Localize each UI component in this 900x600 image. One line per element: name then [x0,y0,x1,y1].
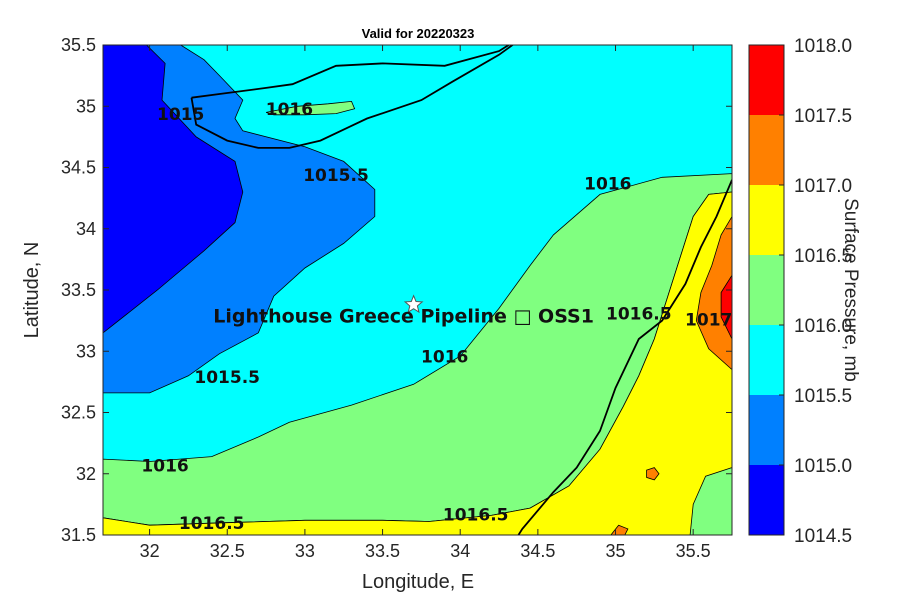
contour-label-5: 1016 [421,347,468,367]
pressure-region-4 [720,274,732,340]
colorbar-bands [749,45,784,536]
y-tick-label-4: 33.5 [61,280,96,300]
contour-label-8: 1016 [141,456,188,476]
colorbar-frame [748,44,785,536]
contour-label-9: 1016.5 [179,514,245,534]
colorbar-band-6 [749,465,784,536]
pressure-region-6 [103,45,244,334]
pressure-region-2 [689,467,732,535]
x-axis-label: Longitude, E [362,571,474,593]
colorbar-tick-label-2: 1017.0 [794,176,852,197]
coastline-0 [190,45,515,149]
y-axis-label: Latitude, N [21,242,43,339]
contour-label-2: 1015.5 [303,166,369,186]
site-marker[interactable] [403,294,424,314]
x-tick-label-1: 32.5 [210,541,245,561]
x-tick-label-7: 35.5 [676,541,711,561]
contour-label-1: 1015 [157,105,204,125]
x-tick-label-6: 35 [606,541,626,561]
colorbar-band-0 [749,45,784,116]
y-axis-ticks: 35.5 35 34.5 34 33.5 33 32.5 32 31.5 [61,35,732,545]
coastline-1 [517,179,732,535]
colorbar-band-2 [749,185,784,256]
x-tick-label-4: 34 [450,541,470,561]
colorbar-ticks: 1018.0 1017.5 1017.0 1016.5 1016.0 1015.5 1015… [779,36,852,547]
colorbar-label: Surface Pressure, mb [840,198,861,382]
x-tick-label-2: 33 [295,541,315,561]
colorbar-band-1 [749,115,784,186]
colorbar: 1018.0 1017.5 1017.0 1016.5 1016.0 1015.5 1015… [748,36,861,547]
colorbar-band-5 [749,395,784,466]
pressure-region-1 [103,191,732,535]
colorbar-tick-label-6: 1015.0 [794,456,852,477]
y-tick-label-2: 34.5 [61,158,96,178]
pressure-region-3 [695,215,732,371]
coastlines [190,45,732,535]
star-icon[interactable] [403,294,424,314]
y-tick-label-5: 33 [76,341,96,361]
y-tick-label-7: 32 [76,464,96,484]
x-axis-ticks: 32 32.5 33 33.5 34 34.5 35 35.5 [140,45,711,561]
pressure-region-7 [265,100,356,116]
chart-title: Valid for 20220323 [362,26,475,41]
x-tick-label-5: 34.5 [520,541,555,561]
y-tick-label-6: 32.5 [61,403,96,423]
y-tick-label-1: 35 [76,96,96,116]
pressure-regions [103,45,732,535]
colorbar-band-3 [749,255,784,326]
site-label: Lighthouse Greece Pipeline □ OSS1 [213,306,594,328]
x-tick-label-3: 33.5 [365,541,400,561]
contour-label-4: 1015.5 [194,368,260,388]
colorbar-tick-label-3: 1016.5 [794,246,852,267]
y-tick-label-0: 35.5 [61,35,96,55]
contour-labels: 1016 1015 1015.5 1016 1015.5 1016 1016.5 1017 10… [141,100,732,534]
x-tick-label-0: 32 [140,541,160,561]
contour-label-6: 1016.5 [606,305,672,325]
pressure-region-8 [646,467,660,481]
colorbar-tick-label-5: 1015.5 [794,386,852,407]
colorbar-tick-label-1: 1017.5 [794,106,852,127]
colorbar-tick-label-0: 1018.0 [794,36,852,57]
contour-label-3: 1016 [584,175,631,195]
plot-area: 1016 1015 1015.5 1016 1015.5 1016 1016.5 1017 10… [102,44,733,536]
colorbar-band-4 [749,325,784,396]
contour-label-0: 1016 [266,100,313,120]
y-tick-label-3: 34 [76,219,96,239]
colorbar-tick-label-4: 1016.0 [794,316,852,337]
contour-label-7: 1017 [685,311,732,331]
colorbar-tick-label-7: 1014.5 [794,526,852,547]
contour-label-10: 1016.5 [443,505,509,525]
y-tick-label-8: 31.5 [61,525,96,545]
